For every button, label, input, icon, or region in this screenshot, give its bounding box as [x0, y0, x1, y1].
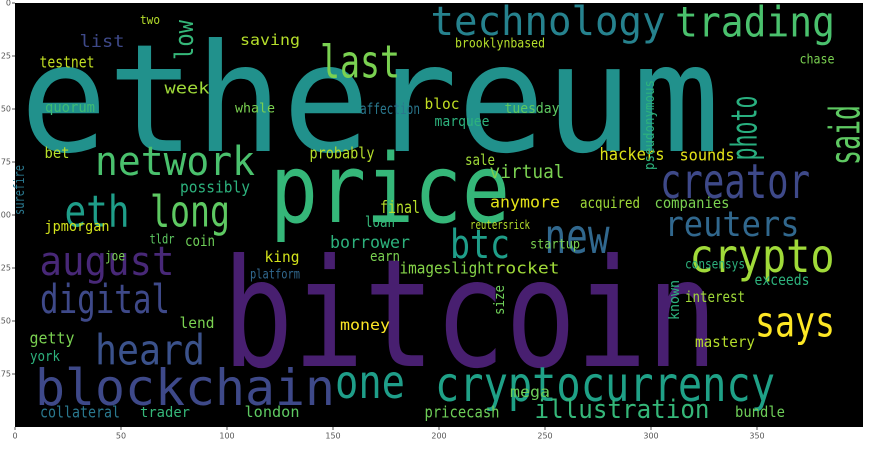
y-tick-label: 175	[0, 370, 11, 379]
word: new	[545, 209, 610, 265]
word: blockchain	[35, 359, 335, 417]
word: mega	[510, 383, 550, 401]
x-tick-label: 150	[325, 432, 340, 441]
y-tick-label: 0	[6, 0, 11, 8]
word: london	[245, 403, 300, 421]
y-tick-label: 25	[1, 52, 11, 61]
word: consensys	[685, 258, 745, 273]
word: creator	[660, 154, 810, 210]
word: startup	[530, 238, 580, 253]
word: money	[340, 316, 390, 334]
word: loan	[365, 213, 395, 231]
y-tick-label: 125	[0, 264, 11, 273]
x-tick-label: 250	[537, 432, 552, 441]
word: sale	[465, 151, 495, 169]
y-tick-label: 100	[0, 211, 11, 220]
word: sounds	[680, 146, 735, 165]
y-tick-label: 50	[1, 105, 11, 114]
word: long	[150, 187, 230, 238]
x-tick-label: 200	[431, 432, 446, 441]
word: week	[165, 79, 210, 98]
word: coin	[185, 232, 215, 250]
word: trading	[675, 0, 835, 47]
word: companies	[655, 194, 730, 212]
word: two	[140, 13, 160, 27]
word: affection	[360, 100, 420, 118]
word: borrower	[330, 233, 410, 253]
word: acquired	[580, 194, 640, 212]
image-area	[15, 3, 863, 427]
word: low	[170, 20, 200, 60]
word: last	[320, 36, 400, 89]
x-tick-label: 50	[116, 432, 126, 441]
word: quorum	[45, 100, 95, 116]
word: saving	[240, 31, 300, 49]
word: anymore	[490, 193, 560, 212]
word: joe	[105, 250, 125, 265]
word: possibly	[180, 178, 250, 197]
word: cryptocurrency	[435, 357, 775, 413]
word: august	[40, 239, 175, 285]
word: earn	[370, 249, 400, 265]
x-tick-label: 350	[749, 432, 764, 441]
word: price	[270, 135, 510, 245]
word: says	[755, 298, 835, 347]
word: technology	[431, 0, 666, 45]
word: imageslight	[400, 259, 495, 278]
word: getty	[30, 329, 75, 348]
x-tick-label: 100	[219, 432, 234, 441]
word: reutersrick	[470, 218, 531, 232]
x-tick-label: 300	[643, 432, 658, 441]
word: mastery	[695, 333, 755, 351]
word: crypto	[690, 229, 835, 283]
word: lend	[180, 314, 215, 332]
word: rocket	[495, 259, 560, 278]
word: marquee	[435, 114, 490, 130]
y-tick-label: 75	[1, 158, 11, 167]
word: tldr	[150, 233, 175, 248]
word: pricecash	[425, 403, 500, 422]
word: one	[335, 355, 405, 409]
word: illustration	[535, 395, 710, 425]
word: platform	[250, 268, 300, 283]
word: king	[265, 248, 300, 266]
word: digital	[40, 277, 170, 323]
word: photo	[725, 96, 766, 161]
word: chase	[800, 53, 835, 68]
word: exceeds	[755, 271, 810, 289]
word: final	[380, 198, 420, 218]
word: trader	[140, 405, 190, 421]
word: collateral	[40, 403, 120, 422]
x-tick-label: 0	[12, 432, 17, 441]
word: probably	[310, 144, 375, 163]
word: bundle	[735, 403, 785, 421]
word: size	[492, 285, 508, 315]
word: jpmorgan	[45, 219, 110, 235]
word: bitcoin	[223, 228, 718, 402]
word: tuesday	[505, 101, 560, 117]
word: york	[30, 349, 61, 365]
word: whale	[235, 102, 275, 117]
word: reuters	[665, 205, 800, 245]
word: testnet	[40, 53, 95, 72]
word: virtual	[490, 161, 565, 183]
word: surefire	[12, 165, 28, 215]
word: pseudonymous	[642, 80, 658, 170]
word: brooklynbased	[455, 37, 545, 52]
word: list	[80, 32, 125, 52]
y-tick-label: 150	[0, 317, 11, 326]
word: heard	[95, 326, 205, 375]
word: hackers	[600, 145, 665, 165]
word: interest	[685, 288, 745, 306]
word: bloc	[425, 95, 460, 113]
word: ethereum	[20, 13, 720, 187]
word: known	[667, 280, 683, 320]
word: eth	[65, 187, 130, 238]
word: network	[95, 139, 255, 185]
word: bet	[45, 144, 70, 162]
word: btc	[450, 222, 510, 268]
word: said	[821, 105, 870, 165]
